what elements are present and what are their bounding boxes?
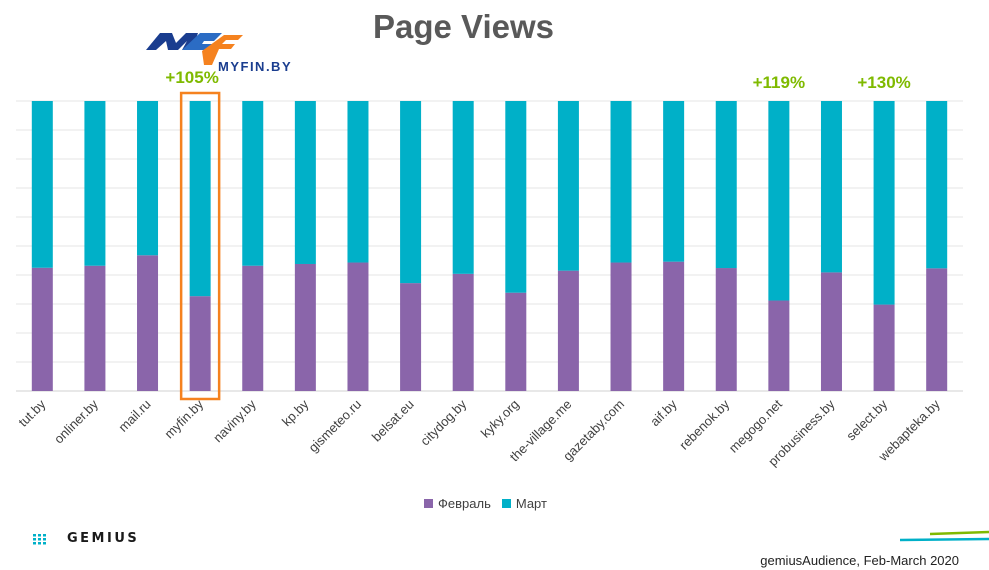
bar-mar-mail.ru: [137, 101, 159, 256]
x-tick-label: mail.ru: [115, 397, 153, 435]
stacked-bar-chart: tut.by onliner.by mail.ru myfin.by naviny.by…: [15, 91, 963, 469]
bar-mar-kp.by: [294, 101, 316, 264]
gemius-logo: GEMIUS: [33, 531, 139, 546]
x-tick-label: rebenok.by: [676, 396, 732, 452]
bar-feb-megogo.net: [768, 300, 790, 391]
bar-mar-megogo.net: [768, 101, 790, 301]
legend-item-feb: Февраль: [424, 496, 491, 511]
bar-mar-naviny.by: [242, 101, 264, 266]
growth-annotation-megogo.net: +119%: [752, 73, 806, 92]
bar-mar-kyky.org: [505, 101, 527, 293]
bar-feb-gismeteo.ru: [347, 262, 369, 391]
x-tick-label: myfin.by: [161, 396, 206, 441]
gemius-dots-icon: [33, 533, 46, 544]
bar-mar-probusiness.by: [820, 101, 842, 273]
bar-feb-tut.by: [31, 267, 53, 391]
x-tick-label: select.by: [843, 396, 890, 443]
myfin-logo-text: MYFIN.BY: [218, 59, 292, 74]
bar-mar-select.by: [873, 101, 895, 305]
myfin-logo: MYFIN.BY: [142, 30, 307, 76]
decorative-lines: [900, 530, 989, 542]
bar-mar-webapteka.by: [926, 101, 948, 269]
chart-title: Page Views: [372, 8, 554, 45]
bar-feb-webapteka.by: [926, 268, 948, 391]
bar-feb-select.by: [873, 304, 895, 391]
bar-mar-aif.by: [663, 101, 685, 262]
x-tick-label: aif.by: [647, 396, 680, 429]
legend-item-mar: Март: [501, 496, 547, 511]
bar-mar-myfin.by: [189, 101, 211, 297]
bar-mar-rebenok.by: [715, 101, 737, 269]
bar-mar-gismeteo.ru: [347, 101, 369, 263]
x-tick-label: kyky.org: [478, 397, 522, 441]
bar-feb-citydog.by: [452, 273, 474, 391]
bar-feb-the-village.me: [557, 270, 579, 391]
bar-feb-mail.ru: [137, 255, 159, 391]
bar-feb-kp.by: [294, 263, 316, 391]
legend-label: Февраль: [438, 496, 491, 511]
x-tick-label: naviny.by: [210, 396, 259, 445]
bar-mar-the-village.me: [557, 101, 579, 271]
bar-feb-kyky.org: [505, 292, 527, 391]
x-tick-label: onliner.by: [51, 396, 101, 446]
growth-annotation-myfin.by: +105%: [165, 68, 219, 87]
x-tick-label: belsat.eu: [369, 397, 417, 445]
bar-feb-belsat.eu: [400, 283, 422, 391]
bar-mar-gazetaby.com: [610, 101, 632, 263]
bar-feb-gazetaby.com: [610, 262, 632, 391]
bar-feb-rebenok.by: [715, 268, 737, 391]
myfin-highlight-box: [179, 91, 221, 401]
legend-swatch: [501, 499, 511, 508]
legend: Февраль Март: [424, 496, 558, 511]
bar-feb-myfin.by: [189, 296, 211, 391]
growth-annotation-select.by: +130%: [857, 73, 911, 92]
x-tick-label: tut.by: [15, 396, 48, 429]
bar-feb-aif.by: [663, 261, 685, 391]
source-note: gemiusAudience, Feb-March 2020: [760, 553, 959, 568]
bar-mar-belsat.eu: [400, 101, 422, 284]
x-tick-label: gismeteo.ru: [305, 397, 364, 456]
x-tick-label: kp.by: [279, 396, 312, 429]
bar-feb-naviny.by: [242, 265, 264, 391]
bar-feb-probusiness.by: [820, 272, 842, 391]
bar-feb-onliner.by: [84, 265, 106, 391]
legend-label: Март: [515, 496, 547, 511]
gemius-brand: GEMIUS: [67, 531, 140, 546]
bar-mar-tut.by: [31, 101, 53, 268]
bar-mar-citydog.by: [452, 101, 474, 274]
bar-mar-onliner.by: [84, 101, 106, 266]
legend-swatch: [424, 499, 433, 508]
x-tick-label: citydog.by: [417, 396, 469, 448]
